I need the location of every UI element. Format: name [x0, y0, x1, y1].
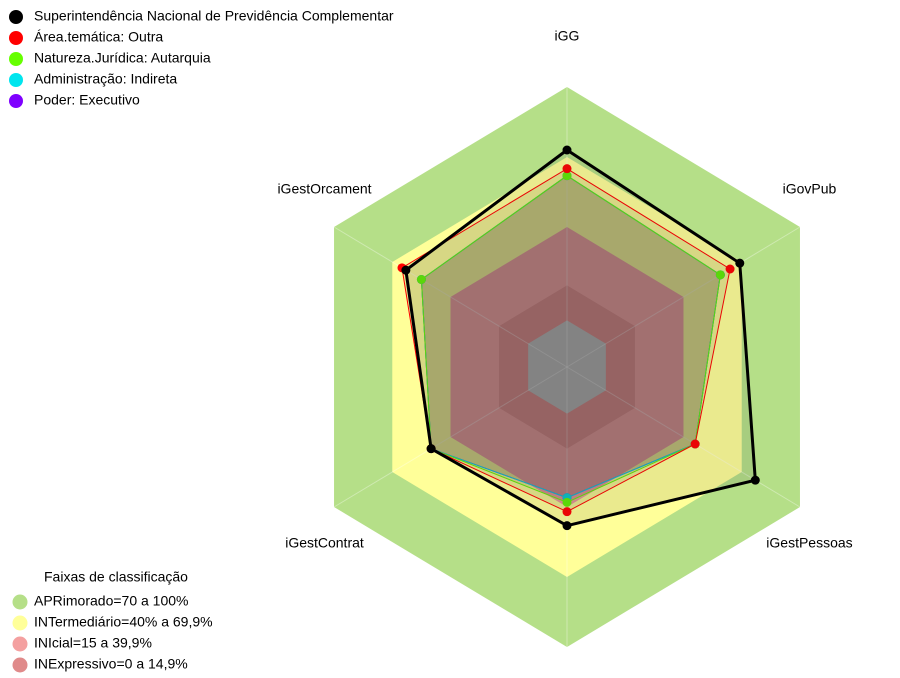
legend-label: INTermediário=40% a 69,9%: [34, 614, 213, 630]
axis-label: iGestOrcament: [277, 181, 371, 197]
legend-label: Superintendência Nacional de Previdência…: [34, 8, 394, 24]
spoke: [333, 366, 568, 508]
series-point: [562, 171, 572, 181]
legend-marker: [12, 636, 28, 652]
axis-label: iGestPessoas: [766, 535, 852, 551]
center-area: [528, 320, 606, 414]
series-point: [690, 439, 700, 449]
legend-marker: [9, 94, 23, 108]
legend-marker: [12, 615, 28, 631]
series-point: [562, 507, 572, 517]
legend-label: Natureza.Jurídica: Autarquia: [34, 50, 211, 66]
legend-label: INIcial=15 a 39,9%: [34, 635, 152, 651]
legend-marker: [12, 657, 28, 673]
legend-label: APRimorado=70 a 100%: [34, 593, 189, 609]
series-point: [426, 444, 436, 454]
spoke: [566, 226, 801, 368]
axis-label: iGovPub: [783, 181, 837, 197]
series-point: [562, 521, 572, 531]
legend-marker: [9, 10, 23, 24]
legend-label: INExpressivo=0 a 14,9%: [34, 656, 188, 672]
series-point: [401, 265, 411, 275]
legend-marker: [9, 73, 23, 87]
series-point: [562, 164, 572, 174]
series-point: [416, 275, 426, 284]
legend-label: Área.temática: Outra: [34, 29, 163, 45]
legend-label: Poder: Executivo: [34, 92, 140, 108]
series-point: [725, 264, 735, 274]
spoke: [566, 366, 801, 508]
series-point: [562, 497, 572, 507]
series-point: [750, 475, 760, 485]
bands-legend-title: Faixas de classificação: [44, 569, 188, 585]
series-point: [715, 270, 725, 280]
legend-label: Administração: Indireta: [34, 71, 177, 87]
series-point: [735, 258, 745, 268]
axis-label: iGG: [555, 28, 580, 44]
legend-marker: [9, 52, 23, 66]
axis-label: iGestContrat: [285, 535, 364, 551]
spoke: [333, 226, 568, 368]
legend-marker: [12, 594, 28, 610]
legend-marker: [9, 31, 23, 45]
series-point: [562, 145, 572, 155]
